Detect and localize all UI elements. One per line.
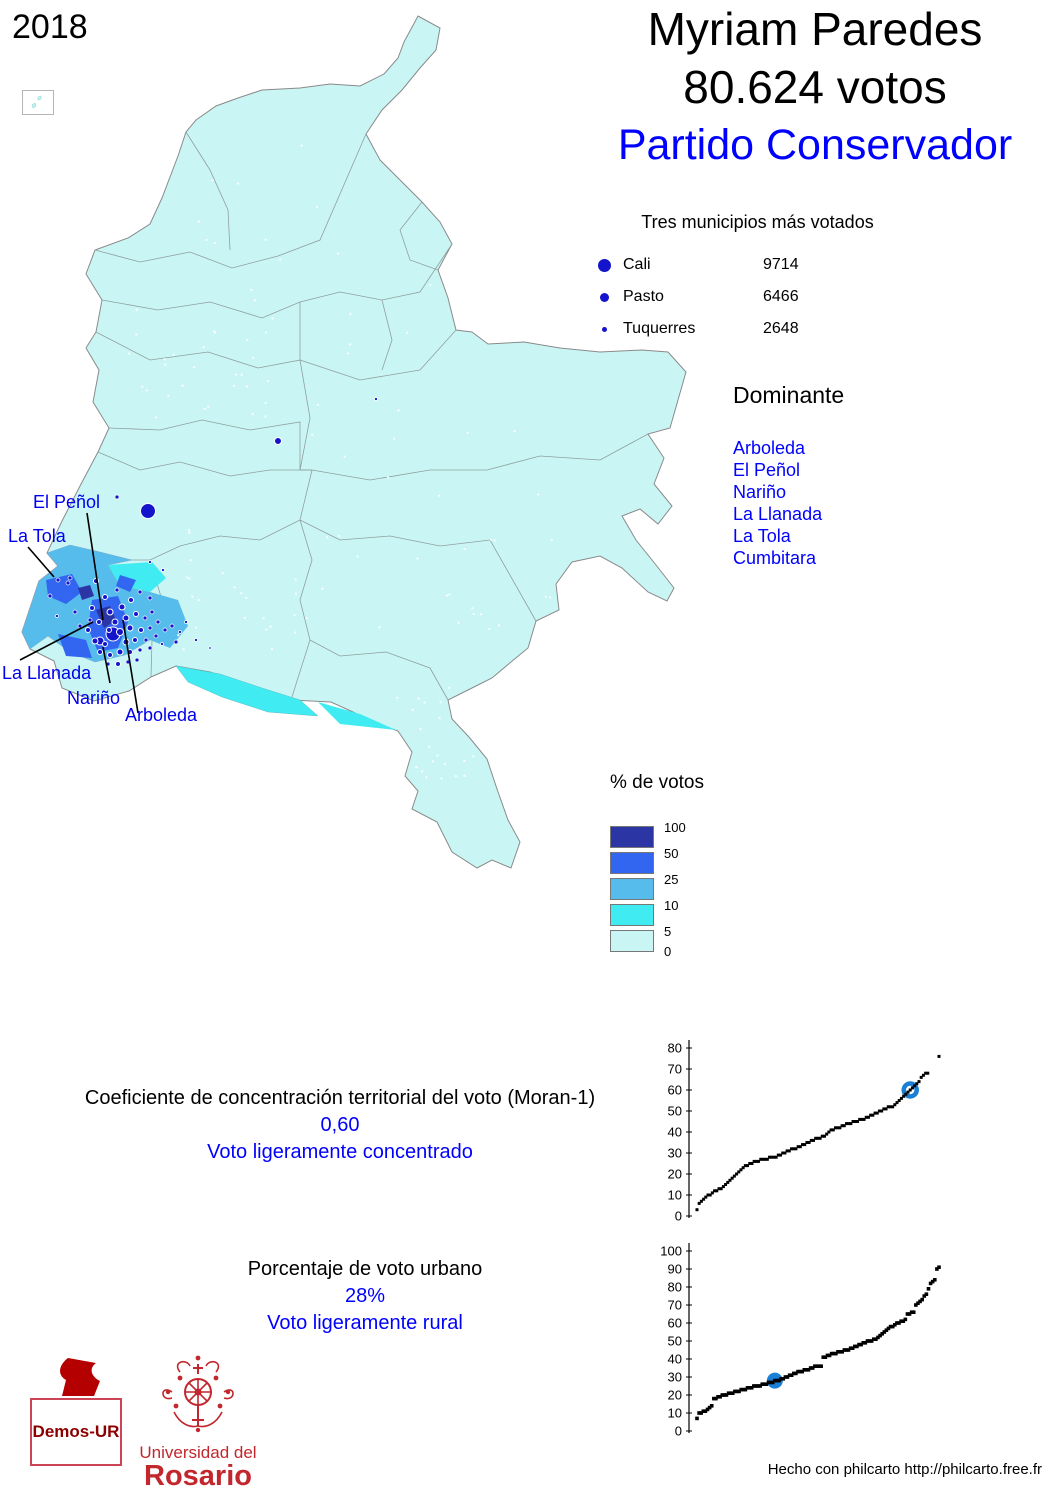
urban-scatter-chart: 0 10 20 30 40 50 60 70 80 90 100 bbox=[653, 1241, 1053, 1448]
legend-break-label: 50 bbox=[664, 846, 679, 861]
votes-percent-legend-title: % de votos bbox=[610, 772, 704, 793]
philcarto-credit: Hecho con philcarto http://philcarto.fre… bbox=[767, 1461, 1042, 1478]
year-label: 2018 bbox=[12, 8, 88, 46]
demos-ur-label: Demos-UR bbox=[32, 1422, 120, 1441]
legend-swatch bbox=[610, 930, 654, 952]
svg-text:80: 80 bbox=[668, 1280, 682, 1295]
svg-text:100: 100 bbox=[660, 1244, 682, 1259]
university-name-line2: Rosario bbox=[144, 1460, 252, 1492]
legend-break-label: 100 bbox=[664, 820, 686, 835]
svg-text:60: 60 bbox=[668, 1316, 682, 1331]
vote-dot-icon bbox=[585, 258, 623, 272]
legend-break-label: 10 bbox=[664, 898, 679, 913]
dominante-list: Arboleda El Peñol Nariño La Llanada La Tola C… bbox=[733, 437, 844, 569]
top-municipalities-title: Tres municipios más votados bbox=[641, 212, 874, 232]
chart2-svg: 0 10 20 30 40 50 60 70 80 90 100 bbox=[660, 1243, 941, 1439]
svg-text:70: 70 bbox=[668, 1298, 682, 1313]
demos-ur-box: Demos-UR bbox=[30, 1398, 122, 1466]
top-municipalities-legend: Tres municipios más votados Cali 9714 Pa… bbox=[585, 212, 930, 345]
dominant-municipality: Arboleda bbox=[733, 438, 806, 458]
svg-text:0: 0 bbox=[675, 1424, 682, 1439]
legend-break-label: 5 bbox=[664, 924, 672, 939]
municipality-row: Pasto 6466 bbox=[585, 281, 930, 313]
municipality-name: Tuquerres bbox=[623, 320, 696, 337]
vote-dot-icon bbox=[585, 292, 623, 302]
dominante-section: Dominante Arboleda El Peñol Nariño La Llana… bbox=[733, 382, 844, 569]
legend-swatch bbox=[610, 826, 654, 848]
urban-label: Voto ligeramente rural bbox=[267, 1312, 463, 1334]
legend-swatch bbox=[610, 878, 654, 900]
chart1-svg: 0 10 20 30 40 50 60 70 80 bbox=[668, 1040, 941, 1224]
svg-text:20: 20 bbox=[668, 1167, 682, 1182]
map-label-narino: Nariño bbox=[67, 688, 121, 708]
universidad-rosario-logo: Universidad del Rosario bbox=[138, 1350, 258, 1492]
svg-text:40: 40 bbox=[668, 1352, 682, 1367]
dominant-municipality: La Llanada bbox=[733, 504, 823, 524]
svg-text:90: 90 bbox=[668, 1262, 682, 1277]
vote-total: 80.624 votos bbox=[683, 61, 947, 113]
rosario-crest-icon bbox=[162, 1355, 234, 1433]
colombia-choropleth-map bbox=[19, 15, 687, 869]
demos-ur-logo: Demos-UR bbox=[30, 1356, 122, 1466]
municipality-votes: 9714 bbox=[763, 256, 799, 273]
municipality-votes: 2648 bbox=[763, 320, 799, 337]
dominant-municipality: Cumbitara bbox=[733, 548, 817, 568]
map-label-la-llanada: La Llanada bbox=[2, 663, 92, 683]
municipality-row: Tuquerres 2648 bbox=[585, 313, 930, 345]
dominante-title: Dominante bbox=[733, 382, 845, 408]
vote-dot-icon bbox=[585, 326, 623, 332]
university-name-line1: Universidad del bbox=[139, 1443, 257, 1462]
urban-title: Porcentaje de voto urbano bbox=[247, 1258, 483, 1280]
svg-text:40: 40 bbox=[668, 1125, 682, 1140]
legend-swatch bbox=[610, 904, 654, 926]
title-block: Myriam Paredes 80.624 votos Partido Cons… bbox=[580, 0, 1050, 174]
svg-text:20: 20 bbox=[668, 1388, 682, 1403]
svg-text:50: 50 bbox=[668, 1104, 682, 1119]
islands-inset-map bbox=[31, 95, 42, 109]
moran-title: Coeficiente de concentración territorial… bbox=[84, 1087, 596, 1109]
party-name: Partido Conservador bbox=[617, 121, 1013, 169]
municipality-name: Pasto bbox=[623, 288, 664, 305]
votes-percent-legend: % de votos 100 50 25 10 5 0 bbox=[610, 772, 740, 986]
dominant-municipality: Nariño bbox=[733, 482, 787, 502]
votes-percent-legend-scale: 100 50 25 10 5 0 bbox=[610, 820, 740, 986]
top-municipalities-rows: Cali 9714 Pasto 6466 Tuquerres 2648 bbox=[585, 249, 930, 345]
country-outline bbox=[21, 15, 687, 869]
legend-break-label: 0 bbox=[664, 944, 672, 959]
candidate-name: Myriam Paredes bbox=[647, 3, 983, 55]
map-label-el-penol: El Peñol bbox=[33, 492, 101, 512]
svg-text:50: 50 bbox=[668, 1334, 682, 1349]
moran-value: 0,60 bbox=[320, 1114, 360, 1136]
svg-text:70: 70 bbox=[668, 1062, 682, 1077]
map-label-arboleda: Arboleda bbox=[125, 705, 198, 725]
moran-scatter-chart: 0 10 20 30 40 50 60 70 80 bbox=[653, 1026, 1053, 1233]
dominant-municipality: La Tola bbox=[733, 526, 791, 546]
moran-stat-block: Coeficiente de concentración territorial… bbox=[30, 1085, 650, 1166]
urban-stat-block: Porcentaje de voto urbano 28% Voto liger… bbox=[55, 1256, 675, 1337]
urban-value: 28% bbox=[344, 1285, 386, 1307]
dominant-municipality: El Peñol bbox=[733, 460, 801, 480]
svg-text:60: 60 bbox=[668, 1083, 682, 1098]
map-label-la-tola: La Tola bbox=[8, 526, 66, 546]
svg-text:30: 30 bbox=[668, 1370, 682, 1385]
municipality-name: Cali bbox=[623, 256, 651, 273]
municipality-row: Cali 9714 bbox=[585, 249, 930, 281]
islands-inset-box bbox=[22, 90, 54, 115]
municipality-votes: 6466 bbox=[763, 288, 799, 305]
svg-text:80: 80 bbox=[668, 1041, 682, 1056]
legend-break-label: 25 bbox=[664, 872, 679, 887]
svg-text:10: 10 bbox=[668, 1188, 682, 1203]
svg-text:10: 10 bbox=[668, 1406, 682, 1421]
moran-label: Voto ligeramente concentrado bbox=[207, 1141, 473, 1163]
svg-text:0: 0 bbox=[675, 1209, 682, 1224]
legend-swatch bbox=[610, 852, 654, 874]
svg-text:30: 30 bbox=[668, 1146, 682, 1161]
ballot-ribbon-icon bbox=[60, 1358, 100, 1396]
